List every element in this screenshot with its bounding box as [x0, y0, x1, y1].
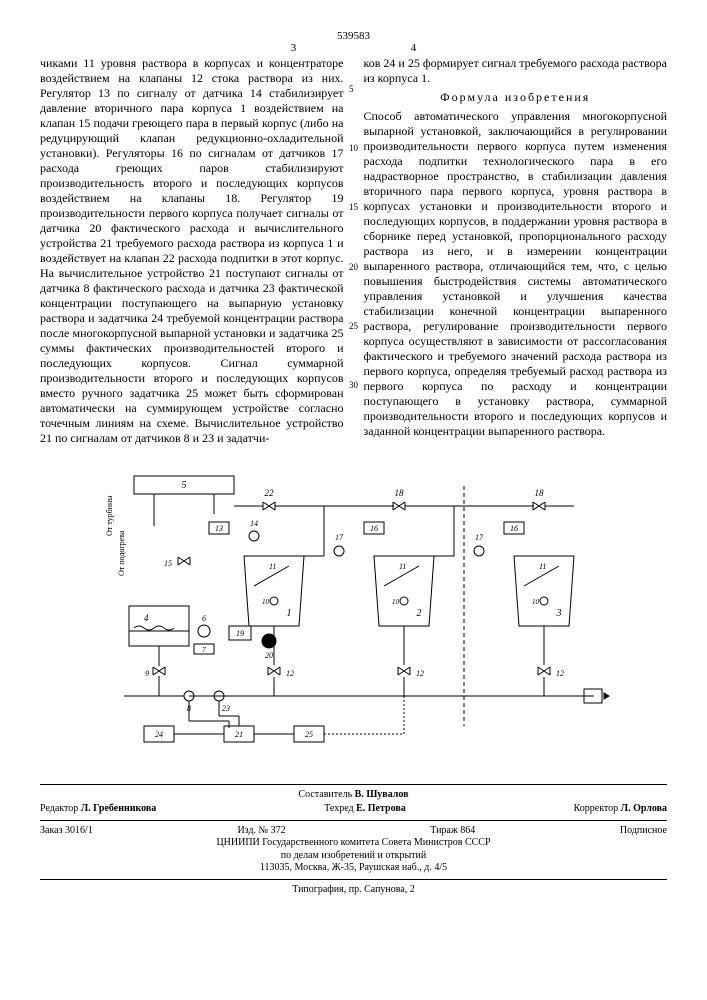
corrector: Корректор Л. Орлова — [574, 803, 667, 816]
line-marker: 15 — [349, 202, 358, 213]
svg-text:12: 12 — [286, 669, 294, 678]
svg-text:23: 23 — [222, 704, 230, 713]
svg-text:10: 10 — [262, 598, 270, 606]
right-column: ков 24 и 25 формирует сигнал требуемого … — [364, 56, 668, 446]
left-column: чиками 11 уровня раствора в корпусах и к… — [40, 56, 344, 446]
svg-text:21: 21 — [235, 730, 243, 739]
svg-text:От подогрева: От подогрева — [117, 530, 126, 576]
svg-text:6: 6 — [202, 614, 206, 623]
right-text-1: ков 24 и 25 формирует сигнал требуемого … — [364, 56, 668, 86]
techred: Техред Е. Петрова — [324, 803, 406, 816]
svg-text:17: 17 — [475, 533, 484, 542]
svg-text:22: 22 — [264, 488, 274, 498]
footer-org: ЦНИИПИ Государственного комитета Совета … — [40, 837, 667, 875]
editor: Редактор Л. Гребенникова — [40, 803, 156, 816]
right-text-2: Способ автоматического управления многок… — [364, 109, 668, 439]
svg-text:11: 11 — [399, 562, 406, 571]
svg-text:11: 11 — [539, 562, 546, 571]
svg-text:14: 14 — [250, 519, 258, 528]
line-marker: 10 — [349, 143, 358, 154]
svg-text:25: 25 — [305, 730, 313, 739]
svg-text:19: 19 — [236, 629, 244, 638]
svg-text:20: 20 — [265, 651, 273, 660]
col-num-right: 4 — [411, 42, 417, 56]
footer-typography: Типография, пр. Сапунова, 2 — [40, 884, 667, 897]
svg-text:15: 15 — [164, 559, 172, 568]
svg-text:10: 10 — [532, 598, 540, 606]
svg-text:12: 12 — [416, 669, 424, 678]
svg-text:18: 18 — [534, 488, 544, 498]
svg-text:18: 18 — [394, 488, 404, 498]
formula-title: Формула изобретения — [364, 90, 668, 105]
patent-number: 539583 — [40, 30, 667, 44]
text-columns: 3 4 5 10 15 20 25 30 чиками 11 уровня ра… — [40, 56, 667, 446]
svg-text:16: 16 — [510, 524, 518, 533]
svg-text:10: 10 — [392, 598, 400, 606]
schematic-diagram: 5 От турбины От подогрева 22 18 18 13 16… — [40, 466, 667, 770]
svg-text:7: 7 — [202, 646, 206, 654]
svg-text:16: 16 — [370, 524, 378, 533]
svg-text:11: 11 — [269, 562, 276, 571]
compiler: Составитель В. Шувалов — [298, 789, 408, 802]
credits-block: Составитель В. Шувалов Редактор Л. Гребе… — [40, 784, 667, 897]
line-marker: 25 — [349, 321, 358, 332]
svg-text:12: 12 — [556, 669, 564, 678]
svg-text:13: 13 — [215, 524, 223, 533]
svg-text:17: 17 — [335, 533, 344, 542]
svg-text:1: 1 — [286, 608, 291, 619]
svg-text:4: 4 — [144, 613, 149, 623]
line-numbers: 5 10 15 20 25 30 — [349, 56, 358, 392]
svg-text:24: 24 — [155, 730, 163, 739]
svg-text:3: 3 — [555, 608, 561, 619]
svg-text:9: 9 — [145, 669, 149, 678]
svg-text:От турбины: От турбины — [105, 494, 114, 535]
line-marker: 20 — [349, 262, 358, 273]
svg-text:5: 5 — [181, 480, 186, 491]
svg-text:2: 2 — [416, 608, 421, 619]
line-marker: 30 — [349, 380, 358, 391]
line-marker: 5 — [349, 84, 358, 95]
footer-row-1: Заказ 3016/1 Изд. № 372 Тираж 864 Подпис… — [40, 825, 667, 838]
col-num-left: 3 — [291, 42, 297, 56]
